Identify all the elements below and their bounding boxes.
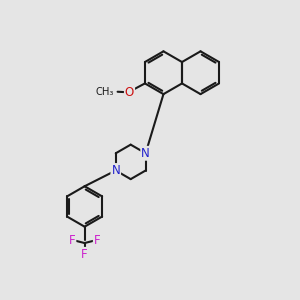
Text: F: F [69, 234, 75, 247]
Text: N: N [141, 147, 150, 160]
Text: N: N [111, 164, 120, 177]
Text: O: O [125, 86, 134, 99]
Text: F: F [81, 248, 88, 261]
Text: CH₃: CH₃ [95, 87, 113, 97]
Text: F: F [94, 234, 101, 247]
